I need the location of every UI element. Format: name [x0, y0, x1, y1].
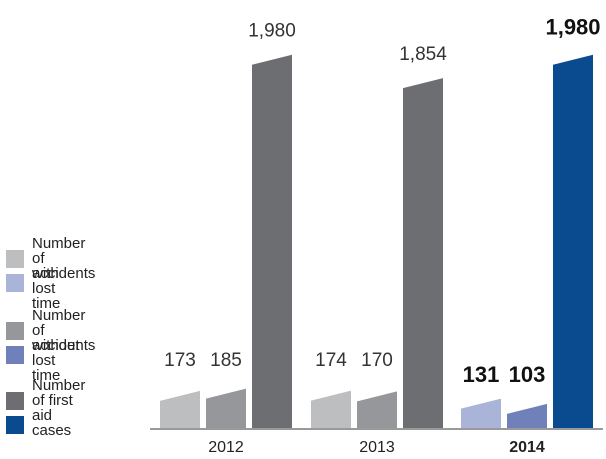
legend-swatch-lost-time-2012-2013 [6, 250, 24, 268]
value-label-2014-series-0: 131 [463, 362, 500, 387]
legend-swatch-without-lost-time-2014 [6, 346, 24, 364]
bar-2012-series-2 [252, 54, 292, 428]
value-label-2014-series-1: 103 [509, 362, 546, 387]
legend-swatch-first-aid-2012-2013 [6, 392, 24, 410]
bar-2014-series-1 [507, 403, 547, 428]
legend-label-first-aid: Number of first [32, 377, 86, 409]
bar-2012-series-0 [160, 390, 200, 428]
value-label-2012-series-1: 185 [210, 350, 242, 371]
legend-label-without-lost-time: Number of accidents [32, 307, 96, 354]
bars-group [160, 54, 593, 428]
value-label-2014-series-2: 1,980 [545, 15, 600, 40]
x-tick-label-2013: 2013 [359, 439, 395, 456]
bar-2013-series-2 [403, 78, 443, 428]
legend-sublabel-without-lost-time: without lost time [32, 337, 80, 384]
value-label-2012-series-2: 1,980 [248, 21, 296, 42]
legend-swatch-without-lost-time-2012-2013 [6, 322, 24, 340]
bar-2014-series-0 [461, 398, 501, 428]
x-tick-labels-group: 2012 2013 2014 [208, 439, 545, 456]
value-label-2013-series-0: 174 [315, 350, 347, 371]
bar-2014-series-2 [553, 54, 593, 428]
value-label-2013-series-1: 170 [361, 350, 393, 371]
x-tick-label-2012: 2012 [208, 439, 244, 456]
bar-2012-series-1 [206, 388, 246, 428]
legend-sublabel-first-aid: aid cases [32, 407, 72, 439]
value-labels-group: 173 185 1,980 174 170 1,854 131 103 1,980 [164, 15, 600, 387]
legend-label-lost-time: Number of accidents [32, 235, 96, 282]
bar-2013-series-1 [357, 391, 397, 428]
bar-2013-series-0 [311, 390, 351, 428]
x-tick-label-2014: 2014 [509, 439, 545, 456]
legend-sublabel-lost-time: with lost time [32, 265, 61, 312]
legend-swatch-lost-time-2014 [6, 274, 24, 292]
legend-swatch-first-aid-2014 [6, 416, 24, 434]
value-label-2012-series-0: 173 [164, 350, 196, 371]
value-label-2013-series-2: 1,854 [399, 44, 447, 65]
